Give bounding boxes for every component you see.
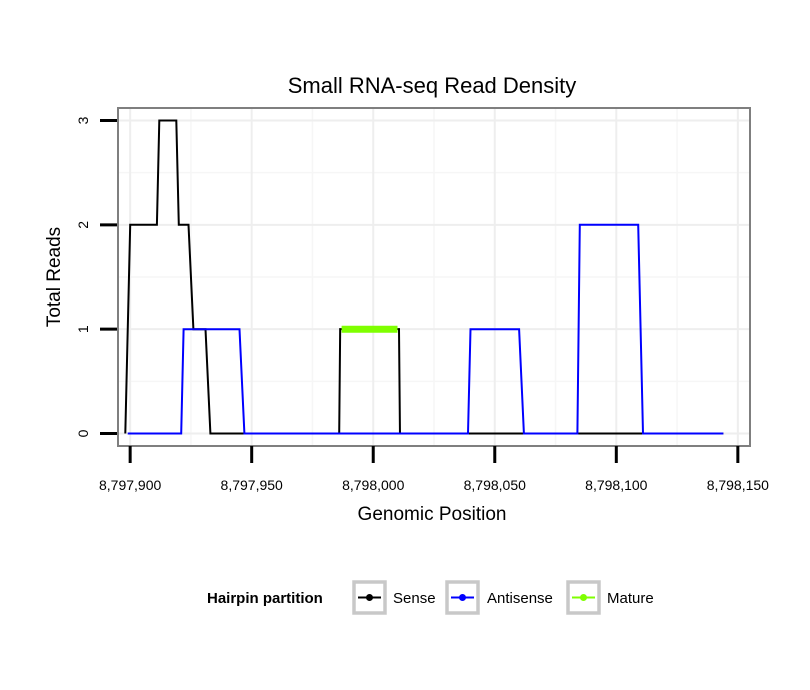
legend-label-mature: Mature	[607, 590, 654, 607]
x-axis-title: Genomic Position	[358, 504, 507, 525]
y-axis: 0 1 2 3	[75, 116, 117, 437]
x-axis: 8,797,900 8,797,950 8,798,000 8,798,050 8,79…	[99, 446, 769, 493]
x-tick-label: 8,798,000	[342, 477, 404, 493]
plot-border	[117, 107, 751, 447]
y-axis-title: Total Reads	[44, 227, 65, 327]
legend-swatch-point-mature	[580, 594, 587, 601]
legend-swatch-point-antisense	[459, 594, 466, 601]
series-line-antisense	[127, 223, 724, 435]
y-tick-label: 2	[75, 221, 91, 229]
series-line-sense	[124, 119, 724, 435]
series-layer	[124, 119, 724, 435]
legend-label-sense: Sense	[393, 590, 436, 607]
x-tick-label: 8,797,950	[221, 477, 283, 493]
legend-label-antisense: Antisense	[487, 590, 553, 607]
legend-title: Hairpin partition	[207, 590, 323, 607]
y-tick-label: 0	[75, 429, 91, 437]
x-tick-label: 8,798,150	[707, 477, 769, 493]
chart-title: Small RNA-seq Read Density	[288, 73, 577, 98]
y-tick-label: 1	[75, 325, 91, 333]
legend-swatch-point-sense	[366, 594, 373, 601]
x-tick-label: 8,798,050	[464, 477, 526, 493]
x-tick-label: 8,798,100	[585, 477, 647, 493]
y-tick-label: 3	[75, 116, 91, 124]
x-tick-label: 8,797,900	[99, 477, 161, 493]
legend: Hairpin partition Sense Antisense Mature	[207, 580, 654, 615]
